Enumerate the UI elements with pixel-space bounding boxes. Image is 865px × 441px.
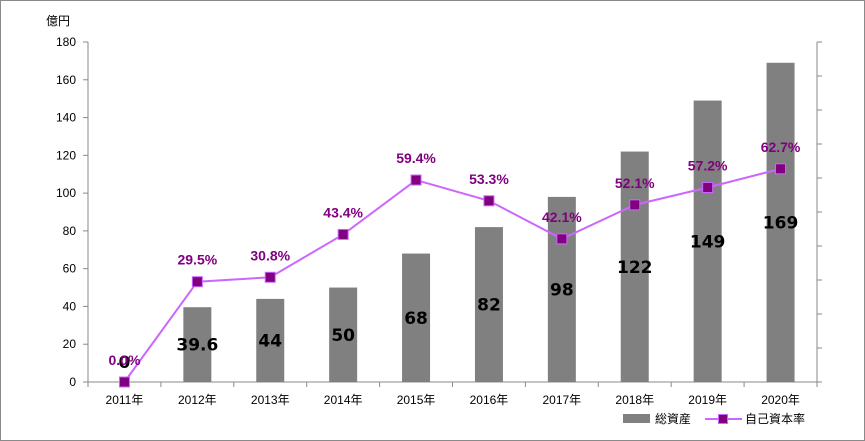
y-tick-label: 20 (63, 337, 77, 351)
line-data-label: 53.3% (469, 171, 509, 187)
line-marker (410, 174, 422, 186)
line-data-label: 59.4% (396, 150, 436, 166)
line-marker (337, 228, 349, 240)
y-tick-label: 180 (56, 35, 76, 49)
line-data-label: 30.8% (250, 247, 290, 263)
x-tick-label: 2014年 (324, 393, 363, 407)
line-series (123, 167, 781, 383)
line-marker (191, 276, 203, 288)
bar-data-label: 44 (258, 331, 282, 351)
line-marker (556, 233, 568, 245)
line-marker (775, 163, 787, 175)
bar-data-label: 82 (477, 296, 501, 316)
line-data-label: 43.4% (323, 204, 363, 220)
bar-data-label: 98 (550, 280, 574, 300)
bar-data-label: 169 (763, 213, 799, 233)
y-tick-label: 60 (63, 262, 77, 276)
x-tick-label: 2012年 (178, 393, 217, 407)
x-tick-label: 2018年 (615, 393, 654, 407)
x-tick-label: 2011年 (106, 393, 144, 407)
y-tick-label: 40 (63, 299, 77, 313)
y-tick-label: 80 (63, 224, 77, 238)
y-tick-label: 100 (56, 186, 76, 200)
bar-data-label: 0 (119, 353, 131, 373)
bar (766, 62, 795, 383)
line-marker (483, 195, 495, 207)
bar-data-label: 122 (617, 258, 653, 278)
line-data-label: 29.5% (177, 252, 217, 268)
bar (329, 287, 358, 382)
x-tick-label: 2013年 (251, 393, 290, 407)
line-marker (118, 376, 130, 388)
x-tick-label: 2016年 (470, 393, 509, 407)
bar-data-label: 149 (690, 232, 726, 252)
line-data-label: 0.0% (108, 352, 140, 368)
y-axis-unit-label: 億円 (46, 14, 70, 28)
bar (402, 253, 431, 382)
line-marker (629, 199, 641, 211)
bar (547, 196, 576, 382)
y-tick-label: 0 (69, 375, 76, 389)
y-tick-label: 140 (56, 111, 76, 125)
bar (620, 151, 649, 382)
x-tick-label: 2019年 (688, 393, 727, 407)
line-data-label: 52.1% (615, 175, 655, 191)
legend-swatch-bar (623, 414, 650, 423)
bar-data-label: 39.6 (176, 336, 218, 356)
bar-data-label: 68 (404, 309, 428, 329)
y-tick-label: 160 (56, 73, 76, 87)
bar-data-label: 50 (331, 326, 355, 346)
bar (256, 298, 285, 382)
line-data-label: 62.7% (761, 139, 801, 155)
y-tick-label: 120 (56, 148, 76, 162)
legend-label-line: 自己資本率 (745, 411, 805, 426)
bar (693, 100, 722, 383)
bar (474, 227, 503, 382)
line-marker (702, 182, 714, 194)
line-data-label: 42.1% (542, 209, 582, 225)
legend-label-bar: 総資産 (655, 411, 691, 426)
x-tick-label: 2017年 (542, 393, 581, 407)
legend-swatch-marker (718, 414, 728, 424)
bar (183, 307, 212, 382)
x-tick-label: 2015年 (397, 393, 436, 407)
line-marker (264, 271, 276, 283)
x-tick-label: 2020年 (761, 393, 800, 407)
line-data-label: 57.2% (688, 158, 728, 174)
